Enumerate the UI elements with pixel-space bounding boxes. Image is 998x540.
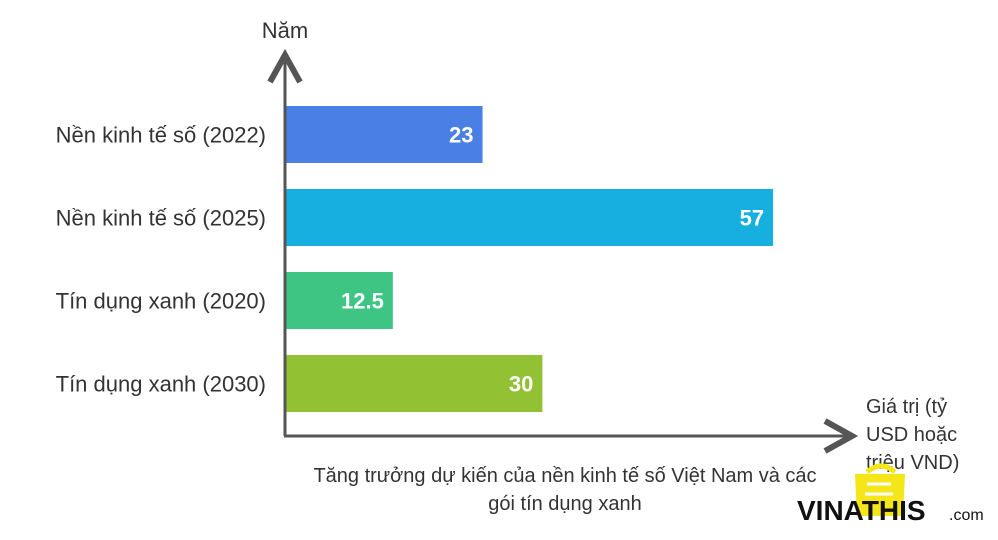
watermark-text: VINATHIS (797, 495, 926, 526)
bar-2 (286, 272, 393, 329)
bar-value-label-1: 57 (740, 206, 764, 231)
category-label-3: Tín dụng xanh (2030) (56, 372, 266, 397)
vinathis-logo: VINATHIS .com (797, 463, 984, 526)
category-label-2: Tín dụng xanh (2020) (56, 289, 266, 314)
chart-title: Tăng trưởng dự kiến của nền kinh tế số V… (313, 465, 817, 515)
watermark-suffix: .com (949, 507, 984, 524)
y-axis-label: Năm (262, 18, 308, 43)
bar-value-label-2: 12.5 (341, 289, 384, 314)
bar-0 (286, 106, 483, 163)
bar-1 (286, 189, 774, 246)
bar-3 (286, 355, 543, 412)
category-label-0: Nền kinh tế số (2022) (56, 123, 266, 148)
category-label-1: Nền kinh tế số (2025) (56, 206, 266, 231)
shopping-bag-icon (855, 463, 905, 516)
bar-value-label-3: 30 (509, 372, 533, 397)
bar-value-label-0: 23 (449, 123, 473, 148)
